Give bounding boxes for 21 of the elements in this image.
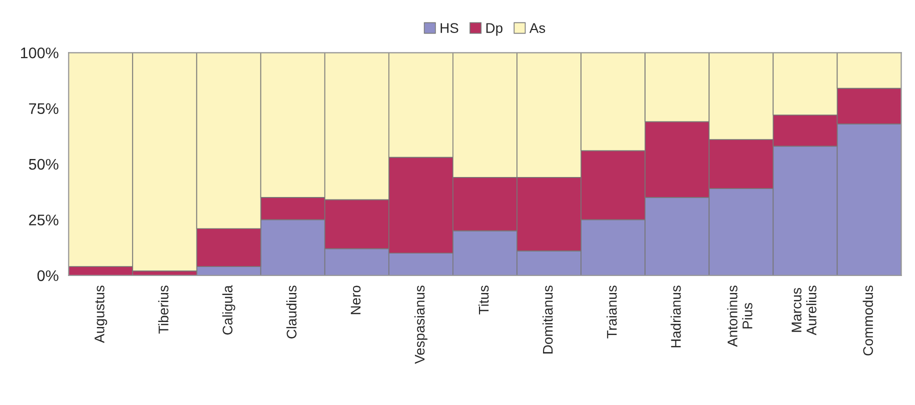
- legend-label: As: [529, 23, 546, 33]
- y-tick-label: 50%: [28, 158, 58, 170]
- y-tick-label: 75%: [29, 103, 58, 114]
- x-tick-label: Commodus: [862, 286, 873, 356]
- x-tick-label: Nero: [350, 286, 361, 314]
- x-tick-label: Traianus: [606, 286, 617, 338]
- x-tick-label: Caligula: [222, 285, 236, 335]
- x-tick-label: Domitianus: [542, 286, 553, 354]
- y-tick-label: 100%: [20, 48, 58, 58]
- x-tick-label: Hadrianus: [670, 286, 681, 348]
- x-tick-label: Tiberius: [158, 286, 168, 334]
- x-tick-label: Vespasianus: [414, 286, 428, 364]
- x-tick-label: Antoninus Pius: [727, 286, 752, 347]
- y-tick-label: 25%: [29, 214, 58, 226]
- legend-label: HS: [440, 23, 458, 33]
- y-tick-label: 0%: [37, 270, 58, 282]
- x-tick-label: Titus: [478, 286, 489, 314]
- x-tick-label: Claudius: [286, 286, 297, 338]
- legend-label: Dp: [486, 23, 502, 36]
- x-tick-label: Augustus: [94, 286, 108, 343]
- x-tick-label: Marcus Aurelius: [792, 286, 816, 336]
